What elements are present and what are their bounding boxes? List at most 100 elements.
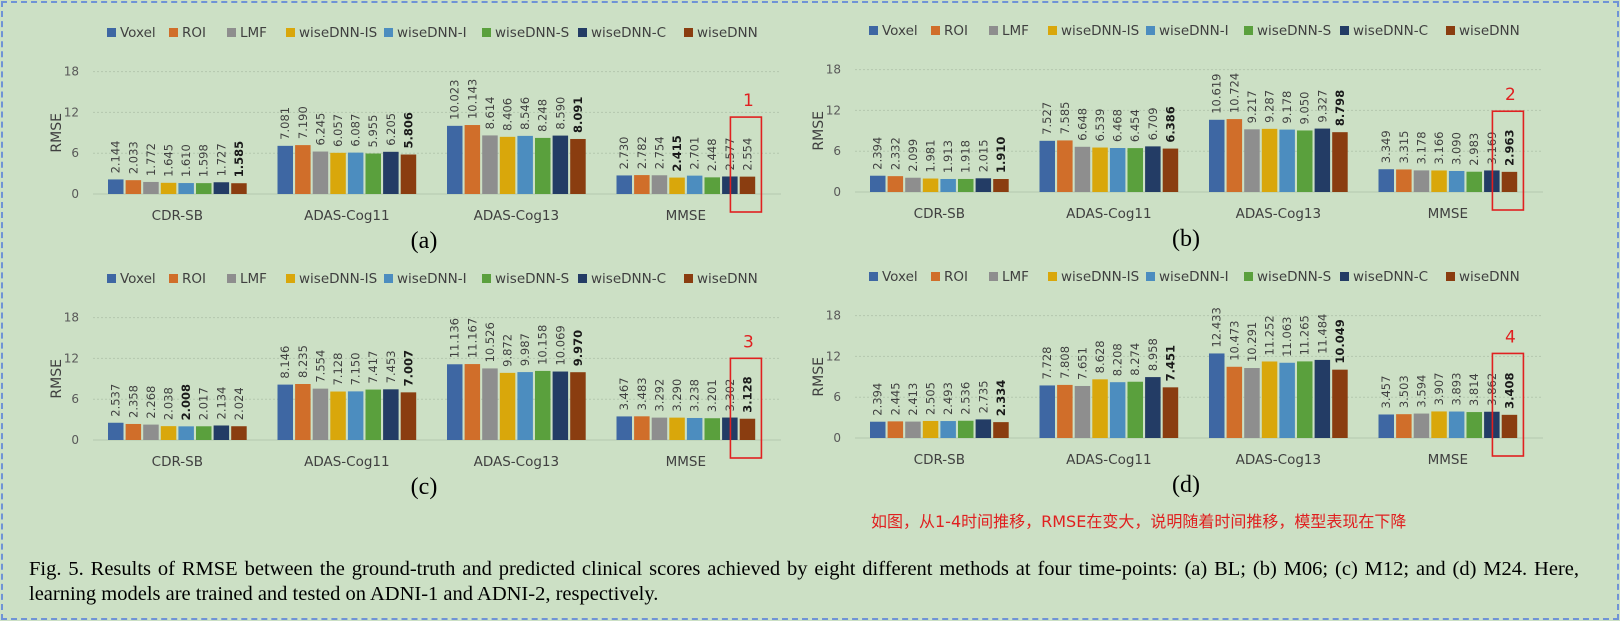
legend-swatch [1146,272,1155,281]
data-label: 2.701 [688,137,702,170]
data-label: 9.872 [501,334,515,367]
legend-swatch [1340,272,1349,281]
bar-wisednn-i-cdr-sb [940,421,956,438]
data-label: 3.238 [688,379,702,412]
data-label: 2.394 [871,383,885,416]
bar-lmf-adas-cog11 [312,151,329,194]
bar-wisednn-c-cdr-sb [213,182,230,194]
category-label: ADAS-Cog11 [304,208,390,224]
data-label: 8.274 [1128,343,1142,376]
data-label: 3.467 [617,377,631,410]
bar-wisednn-c-adas-cog13 [552,135,569,194]
bar-wisednn-is-mmse [1431,170,1447,192]
data-label: 8.546 [518,97,532,130]
y-tick-label: 6 [833,144,841,158]
legend-swatch [1446,26,1455,35]
bar-roi-mmse [634,175,650,194]
data-label: 2.735 [976,380,990,413]
data-label: 2.754 [652,136,666,169]
category-label: MMSE [666,208,706,224]
legend-label: Voxel [882,269,918,285]
legend-swatch [1244,272,1253,281]
data-label: 8.798 [1333,90,1347,126]
y-tick-label: 0 [71,433,79,447]
bar-wisednn-i-adas-cog11 [347,391,364,440]
legend-label: LMF [1002,269,1029,285]
data-label: 10.023 [448,80,462,120]
bar-voxel-mmse [1378,169,1394,192]
legend-label: wiseDNN [1459,269,1520,285]
bar-wisednn-c-adas-cog11 [383,151,399,194]
data-label: 1.913 [941,140,955,173]
data-label: 8.248 [536,99,550,132]
bar-lmf-cdr-sb [143,181,159,194]
data-label: 3.814 [1467,373,1481,406]
data-label: 2.033 [126,141,140,174]
data-label: 7.417 [366,351,380,384]
data-label: 2.493 [941,382,955,415]
bar-voxel-adas-cog13 [1209,119,1225,192]
data-label: 5.955 [366,115,380,148]
rmse-chart-m24: Voxel ROI LMF wiseDNN-IS wiseDNN-I wiseDNN-S w… [811,269,1543,498]
bar-wisednn-s-adas-cog11 [365,389,381,440]
panel-label: (d) [1172,472,1200,498]
bar-wisednn-adas-cog11 [1162,148,1179,192]
bar-wisednn-i-adas-cog13 [1279,129,1295,192]
data-label: 7.451 [1163,345,1177,381]
data-label: 2.448 [705,138,719,171]
bar-wisednn-i-cdr-sb [178,183,194,194]
bar-wisednn-s-adas-cog11 [1127,148,1143,192]
legend-swatch [107,28,116,37]
data-label: 6.057 [331,114,345,147]
category-label: CDR-SB [152,454,203,470]
bar-wisednn-s-cdr-sb [958,420,974,438]
y-tick-label: 18 [64,65,79,79]
bar-lmf-adas-cog13 [1244,368,1260,438]
data-label: 1.772 [144,143,158,176]
bar-wisednn-c-adas-cog13 [552,371,569,440]
bar-wisednn-i-adas-cog13 [517,372,533,440]
data-label: 7.527 [1040,102,1054,135]
legend-swatch [989,26,998,35]
bar-lmf-cdr-sb [905,177,921,192]
data-label: 1.645 [162,144,176,177]
y-tick-label: 6 [71,392,79,406]
data-label: 2.537 [109,384,123,417]
y-axis-label: RMSE [811,357,827,397]
data-label: 7.585 [1058,101,1072,134]
data-label: 1.585 [232,141,246,177]
y-tick-label: 12 [826,349,841,363]
data-label: 9.050 [1298,92,1312,125]
legend-label: wiseDNN-C [1353,269,1428,285]
bar-roi-adas-cog11 [295,145,311,194]
legend-label: wiseDNN-C [591,25,666,41]
data-label: 6.087 [349,114,363,147]
y-tick-label: 6 [833,390,841,404]
bar-wisednn-i-mmse [686,175,703,194]
data-label: 2.536 [959,382,973,415]
highlight-number: 3 [743,332,754,352]
category-label: CDR-SB [152,208,203,224]
bar-voxel-adas-cog13 [447,125,463,194]
bar-wisednn-i-mmse [1448,170,1465,192]
bar-voxel-adas-cog13 [447,364,463,440]
bar-wisednn-c-adas-cog11 [1145,146,1161,192]
data-label: 3.090 [1450,132,1464,165]
rmse-chart-m06: Voxel ROI LMF wiseDNN-IS wiseDNN-I wiseDNN-S w… [811,23,1543,252]
rmse-chart-m12: Voxel ROI LMF wiseDNN-IS wiseDNN-I wiseDNN-S w… [49,271,781,500]
data-label: 3.292 [652,379,666,412]
bar-wisednn-i-adas-cog13 [517,135,533,194]
bar-wisednn-is-mmse [1431,411,1447,438]
legend-swatch [684,28,693,37]
bar-wisednn-i-adas-cog13 [1279,362,1295,438]
bar-wisednn-s-mmse [1466,412,1482,438]
bar-wisednn-i-mmse [1448,411,1465,438]
highlight-box [1491,352,1525,457]
data-label: 6.709 [1146,107,1160,140]
bar-voxel-adas-cog11 [1039,140,1055,192]
data-label: 5.806 [401,112,415,148]
highlight-number: 2 [1505,85,1516,105]
data-label: 2.445 [888,382,902,415]
data-label: 6.245 [313,113,327,146]
bar-wisednn-i-mmse [686,417,703,440]
